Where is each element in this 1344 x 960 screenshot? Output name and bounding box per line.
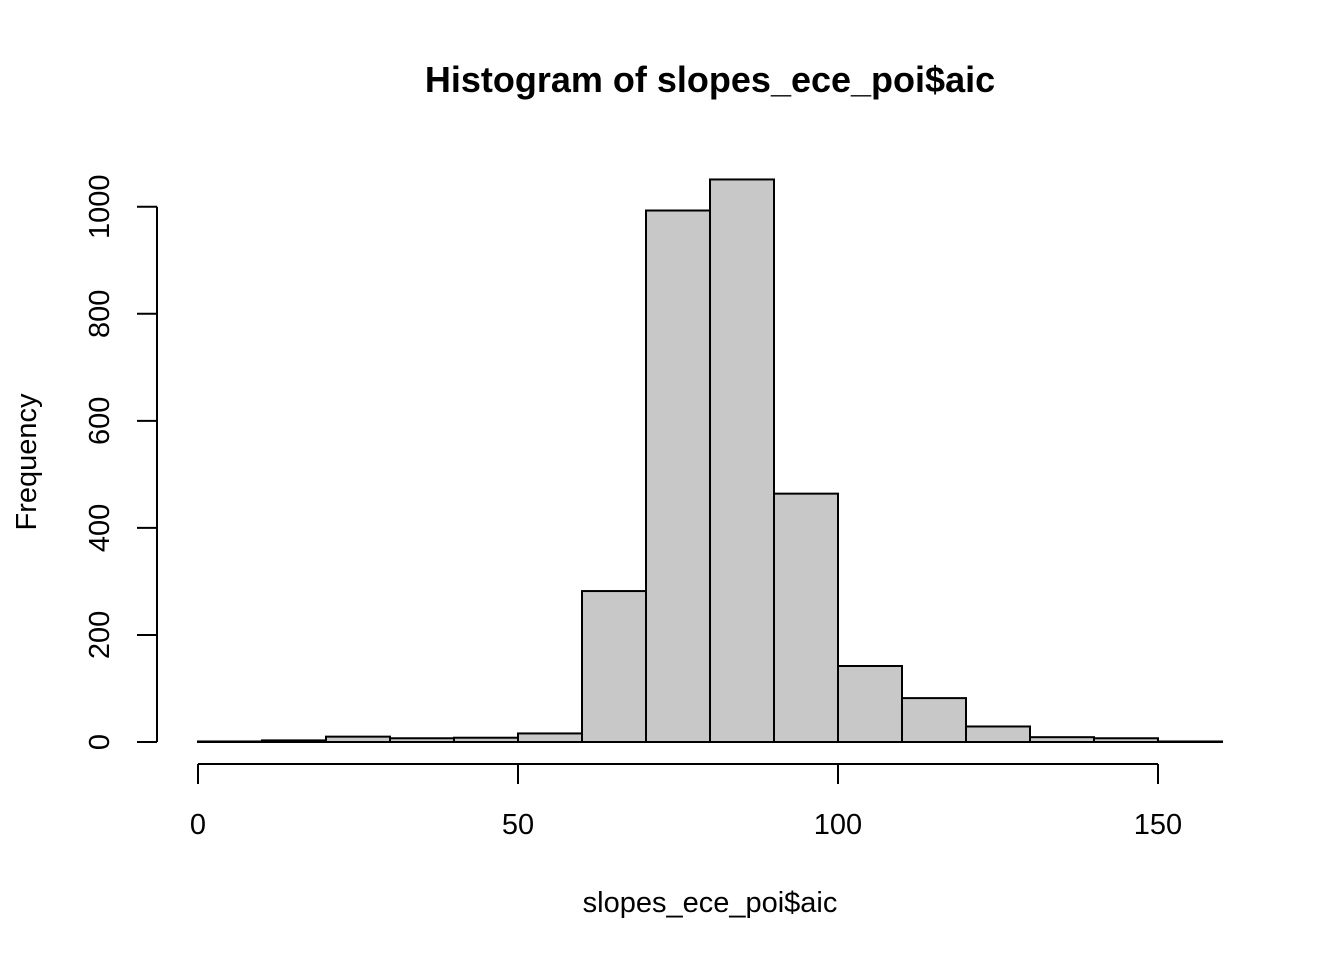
y-tick-label: 1000 [84,175,116,240]
x-tick-label: 100 [814,809,862,841]
histogram-bar [1157,740,1223,744]
histogram-bar [709,178,775,743]
y-tick-label: 600 [84,397,116,445]
y-axis-label: Frequency [11,393,43,531]
histogram-bar [197,740,263,744]
x-axis-ticks: 0 50 100 150 [190,764,1182,841]
y-tick-label: 200 [84,611,116,659]
x-tick-label: 50 [502,809,534,841]
histogram-bar [517,732,583,744]
histogram-bar [901,697,967,743]
histogram-bar [645,209,711,744]
histogram-bar [389,737,455,744]
histogram-bar [837,664,903,744]
chart-title: Histogram of slopes_ece_poi$aic [425,59,995,100]
histogram-bar [965,725,1031,743]
y-tick-label: 0 [84,734,116,750]
histogram-bar [773,492,839,744]
y-axis-ticks: 0 200 400 600 800 1000 [84,175,157,750]
histogram-bar [453,736,519,743]
x-tick-label: 150 [1134,809,1182,841]
x-axis-label: slopes_ece_poi$aic [583,887,838,919]
histogram-bar [581,590,647,744]
y-tick-label: 400 [84,504,116,552]
histogram-bar [1029,736,1095,744]
histogram-bar [1093,737,1159,744]
histogram-bars [197,178,1223,744]
histogram-bar [325,735,391,744]
histogram-bar [261,739,327,744]
x-tick-label: 0 [190,809,206,841]
y-tick-label: 800 [84,290,116,338]
